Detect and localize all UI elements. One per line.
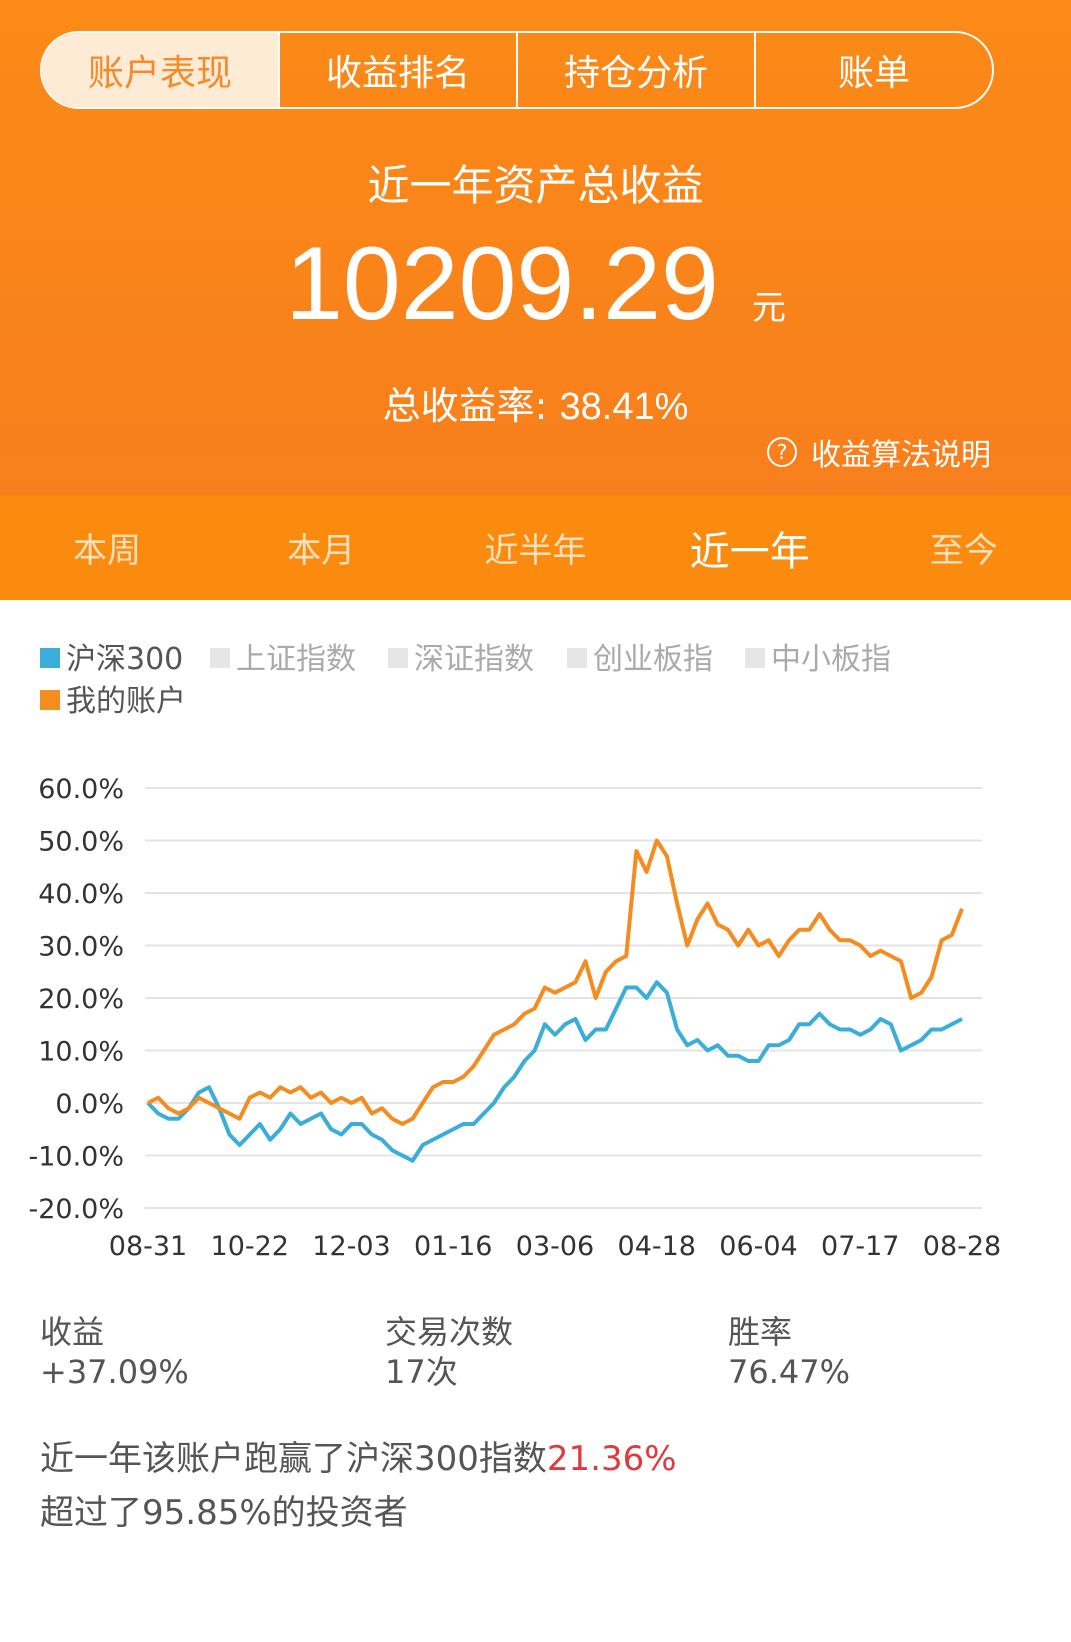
x-tick-label: 12-03 (312, 1231, 390, 1262)
x-tick-label: 03-06 (516, 1231, 594, 1262)
y-tick-label: 50.0% (38, 827, 124, 858)
summary: 近一年该账户跑赢了沪深300指数21.36% 超过了95.85%的投资者 (40, 1432, 677, 1540)
legend-label: 沪深300 (66, 642, 183, 677)
help-icon: ? (767, 437, 797, 467)
summary-line: 近一年该账户跑赢了沪深300指数21.36% (40, 1432, 677, 1486)
summary-line: 超过了95.85%的投资者 (40, 1493, 408, 1533)
legend-swatch (567, 648, 587, 668)
period-tab[interactable]: 本月 (287, 531, 356, 571)
y-tick-label: 30.0% (38, 932, 124, 963)
help-link[interactable]: ? 收益算法说明 (767, 430, 991, 474)
tab[interactable]: 账户表现 (42, 33, 278, 107)
stat-label: 收益 (40, 1313, 105, 1351)
legend-swatch (388, 648, 408, 668)
y-tick-label: -10.0% (28, 1142, 124, 1173)
stat-value: 76.47% (728, 1353, 851, 1391)
y-tick-label: 10.0% (38, 1037, 124, 1068)
header-title: 近一年资产总收益 (367, 161, 704, 210)
tab[interactable]: 收益排名 (278, 33, 516, 107)
legend-swatch (210, 648, 230, 668)
y-tick-label: -20.0% (28, 1194, 124, 1225)
summary-text: 近一年该账户跑赢了沪深300指数 (40, 1439, 547, 1479)
amount: 10209.29 (285, 226, 719, 342)
header: 账户表现 收益排名 持仓分析 账单 近一年资产总收益 10209.29 元 总收… (0, 0, 1071, 495)
tab[interactable]: 持仓分析 (516, 33, 754, 107)
legend-swatch (40, 648, 60, 668)
x-tick-label: 01-16 (414, 1231, 492, 1262)
stat-value: 17次 (385, 1353, 458, 1391)
rate-label: 总收益率: (382, 384, 548, 428)
legend-label: 中小板指 (771, 642, 891, 677)
x-tick-label: 10-22 (211, 1231, 289, 1262)
help-text: 收益算法说明 (811, 438, 991, 473)
period-tabs: 本周 本月 近半年 近一年 至今 (0, 495, 1071, 600)
x-tick-label: 04-18 (618, 1231, 696, 1262)
y-tick-label: 20.0% (38, 984, 124, 1015)
period-tab[interactable]: 至今 (929, 531, 998, 571)
legend-swatch (745, 648, 765, 668)
legend-label: 上证指数 (236, 642, 356, 677)
period-tab[interactable]: 本周 (73, 531, 142, 571)
x-tick-label: 07-17 (821, 1231, 899, 1262)
stat-value: +37.09% (40, 1353, 189, 1391)
legend-swatch (40, 690, 60, 710)
rate-row: 总收益率: 38.41% (0, 375, 1071, 430)
stat: 胜率 76.47% (728, 1312, 850, 1392)
y-tick-label: 60.0% (38, 774, 124, 805)
y-tick-label: 0.0% (55, 1089, 124, 1120)
series-line (146, 980, 963, 1163)
period-tab[interactable]: 近半年 (484, 531, 587, 571)
legend-label: 我的账户 (66, 684, 186, 719)
tab[interactable]: 账单 (754, 33, 992, 107)
period-tab[interactable]: 近一年 (689, 528, 810, 575)
stat: 收益 +37.09% (40, 1312, 189, 1392)
rate: 38.41% (559, 386, 689, 428)
x-tick-label: 08-28 (923, 1231, 1001, 1262)
x-tick-label: 06-04 (719, 1231, 797, 1262)
legend-label: 创业板指 (593, 642, 713, 677)
amount-row: 10209.29 元 (0, 225, 1071, 342)
series-line (147, 838, 964, 1126)
top-tabs: 账户表现 收益排名 持仓分析 账单 (40, 31, 994, 109)
y-tick-label: 40.0% (38, 879, 124, 910)
stat-label: 交易次数 (385, 1313, 514, 1351)
stat: 交易次数 17次 (385, 1312, 513, 1392)
x-tick-label: 08-31 (109, 1231, 187, 1262)
stat-label: 胜率 (728, 1313, 793, 1351)
unit: 元 (751, 288, 786, 328)
summary-highlight: 21.36% (546, 1439, 677, 1479)
legend-label: 深证指数 (414, 642, 534, 677)
